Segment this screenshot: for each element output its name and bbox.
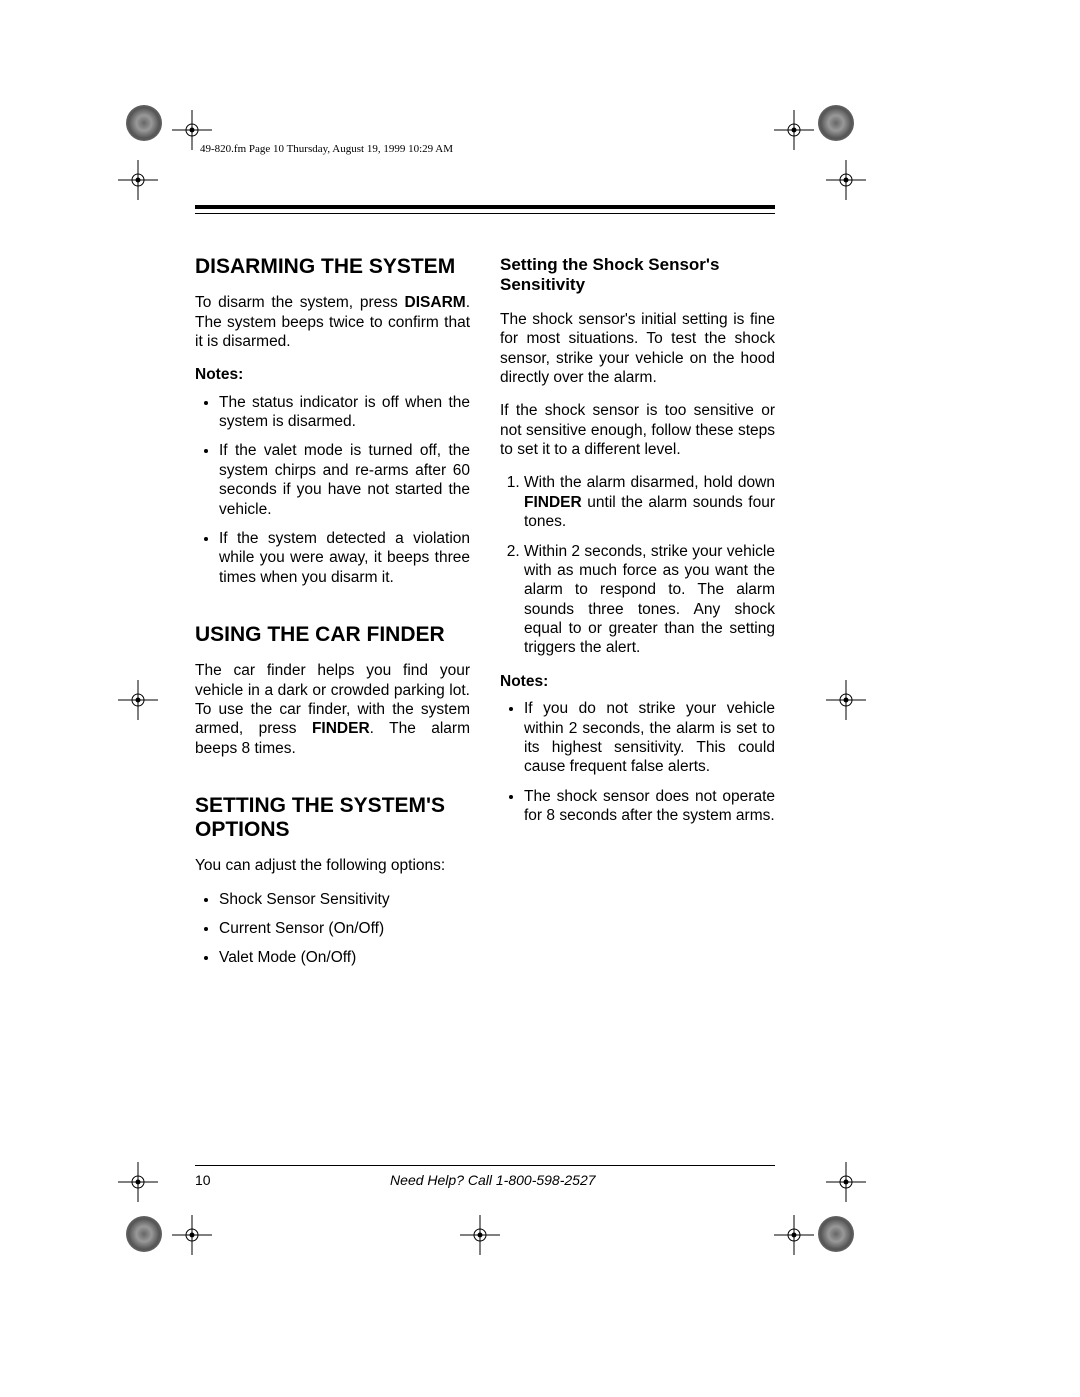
- list-item: Shock Sensor Sensitivity: [219, 890, 470, 909]
- list-item: The status indicator is off when the sys…: [219, 393, 470, 432]
- heading-disarming: DISARMING THE SYSTEM: [195, 255, 470, 279]
- crop-mark-icon: [118, 160, 158, 200]
- heading-carfinder: USING THE CAR FINDER: [195, 623, 470, 647]
- list-item: Current Sensor (On/Off): [219, 919, 470, 938]
- crop-mark-icon: [118, 1162, 158, 1202]
- notes-label: Notes:: [500, 672, 775, 691]
- list-item: Valet Mode (On/Off): [219, 948, 470, 967]
- bold-disarm: DISARM: [405, 294, 466, 311]
- crop-ring-icon: [126, 105, 162, 141]
- heading-shock: Setting the Shock Sensor's Sensitivity: [500, 255, 775, 296]
- para-carfinder: The car finder helps you find your vehic…: [195, 661, 470, 758]
- right-column: Setting the Shock Sensor's Sensitivity T…: [500, 255, 775, 982]
- crop-mark-icon: [460, 1215, 500, 1255]
- crop-mark-icon: [826, 160, 866, 200]
- crop-ring-icon: [126, 1216, 162, 1252]
- notes-list: If you do not strike your vehicle within…: [500, 699, 775, 825]
- steps-list: With the alarm disarmed, hold down FINDE…: [500, 473, 775, 657]
- heading-options: SETTING THE SYSTEM'S OPTIONS: [195, 794, 470, 842]
- list-item: If the valet mode is turned off, the sys…: [219, 441, 470, 519]
- left-column: DISARMING THE SYSTEM To disarm the syste…: [195, 255, 470, 982]
- crop-mark-icon: [118, 680, 158, 720]
- crop-header: 49-820.fm Page 10 Thursday, August 19, 1…: [200, 143, 453, 155]
- list-item: With the alarm disarmed, hold down FINDE…: [524, 473, 775, 531]
- crop-mark-icon: [774, 110, 814, 150]
- text: To disarm the system, press: [195, 294, 405, 311]
- crop-mark-icon: [826, 680, 866, 720]
- footer-rule: [195, 1165, 775, 1166]
- page-number: 10: [195, 1172, 211, 1188]
- crop-mark-icon: [826, 1162, 866, 1202]
- crop-mark-icon: [172, 110, 212, 150]
- content-area: DISARMING THE SYSTEM To disarm the syste…: [195, 255, 775, 982]
- options-list: Shock Sensor Sensitivity Current Sensor …: [195, 890, 470, 968]
- crop-ring-icon: [818, 1216, 854, 1252]
- notes-list: The status indicator is off when the sys…: [195, 393, 470, 587]
- para-options: You can adjust the following options:: [195, 856, 470, 875]
- crop-mark-icon: [774, 1215, 814, 1255]
- crop-ring-icon: [818, 105, 854, 141]
- footer-help: Need Help? Call 1-800-598-2527: [195, 1172, 775, 1188]
- bold-finder: FINDER: [524, 494, 582, 511]
- list-item: If you do not strike your vehicle within…: [524, 699, 775, 777]
- list-item: Within 2 seconds, strike your vehicle wi…: [524, 542, 775, 658]
- crop-mark-icon: [172, 1215, 212, 1255]
- para-shock2: If the shock sensor is too sensitive or …: [500, 401, 775, 459]
- para-disarm: To disarm the system, press DISARM. The …: [195, 293, 470, 351]
- list-item: If the system detected a violation while…: [219, 529, 470, 587]
- rule-thick: [195, 205, 775, 209]
- text: With the alarm disarmed, hold down: [524, 474, 775, 491]
- notes-label: Notes:: [195, 365, 470, 384]
- bold-finder: FINDER: [312, 720, 370, 737]
- footer: 10 Need Help? Call 1-800-598-2527: [195, 1172, 775, 1188]
- list-item: The shock sensor does not operate for 8 …: [524, 787, 775, 826]
- para-shock1: The shock sensor's initial setting is fi…: [500, 310, 775, 388]
- rule-thin: [195, 213, 775, 214]
